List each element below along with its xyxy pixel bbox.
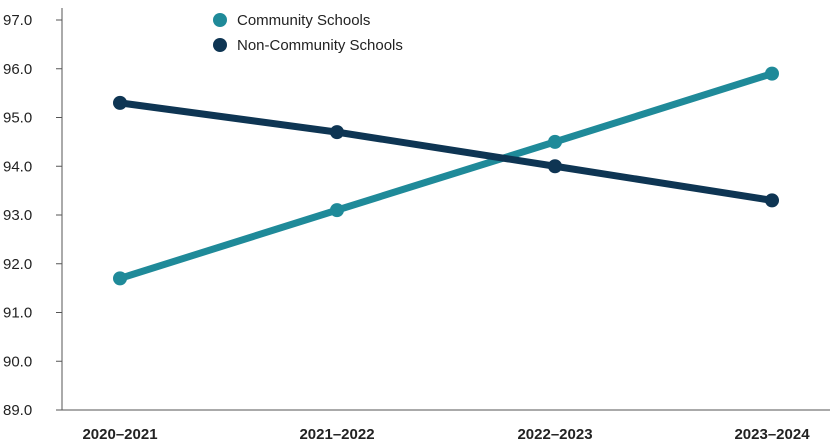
legend: Community Schools Non-Community Schools: [213, 12, 403, 54]
x-category-label: 2020–2021: [82, 426, 157, 443]
series-line-community-schools: [116, 70, 776, 282]
data-point: [113, 271, 127, 286]
legend-label: Non-Community Schools: [237, 37, 403, 54]
y-axis-ticks: 89.0 90.0 91.0 92.0 93.0 94.0 95.0 96.0 97.0: [3, 12, 62, 419]
data-point: [765, 66, 779, 81]
data-point: [548, 159, 562, 174]
y-tick-label: 89.0: [3, 402, 32, 419]
y-tick-label: 97.0: [3, 12, 32, 29]
data-point: [330, 203, 344, 218]
y-tick-label: 94.0: [3, 158, 32, 175]
x-category-label: 2021–2022: [299, 426, 374, 443]
series-line-non-community-schools: [116, 99, 776, 204]
y-tick-label: 91.0: [3, 305, 32, 322]
data-point: [548, 134, 562, 149]
y-tick-label: 92.0: [3, 256, 32, 273]
series-points: [113, 66, 779, 286]
x-category-label: 2022–2023: [517, 426, 592, 443]
y-tick-label: 90.0: [3, 353, 32, 370]
data-point: [765, 193, 779, 208]
x-axis-labels: 2020–2021 2021–2022 2022–2023 2023–2024: [82, 426, 810, 443]
data-point: [330, 125, 344, 140]
x-category-label: 2023–2024: [734, 426, 810, 443]
legend-label: Community Schools: [237, 12, 370, 29]
y-tick-label: 96.0: [3, 61, 32, 78]
y-tick-label: 93.0: [3, 207, 32, 224]
legend-marker: [213, 38, 227, 52]
legend-marker: [213, 13, 227, 27]
data-point: [113, 95, 127, 110]
series-lines: [116, 70, 776, 282]
y-tick-label: 95.0: [3, 110, 32, 127]
